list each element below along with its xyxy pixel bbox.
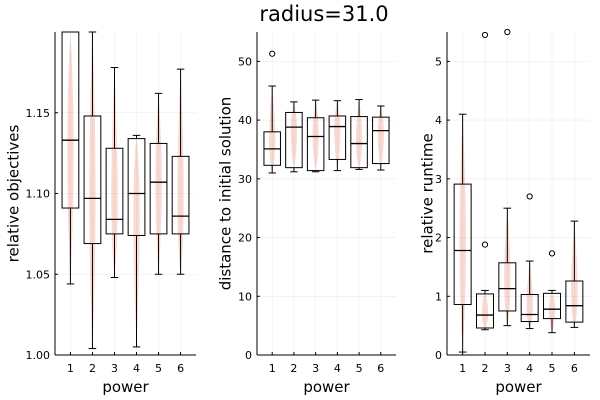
outlier-point xyxy=(481,241,489,248)
box-2 xyxy=(475,293,494,329)
violin-4 xyxy=(334,100,341,171)
y-tick-label: 1.10 xyxy=(26,188,51,201)
y-tick-label: 0 xyxy=(245,349,252,362)
outlier-point xyxy=(269,50,276,57)
y-tick-label: 50 xyxy=(238,55,252,68)
y-tick-label: 40 xyxy=(238,114,252,127)
x-tick-label: 5 xyxy=(356,362,363,375)
y-axis-label: relative objectives xyxy=(5,124,23,262)
panel-1: 1.00 1.05 1.10 1.15 1 2 3 4 5 6 power relative obje… xyxy=(5,31,196,396)
box-2 xyxy=(285,111,303,169)
y-tick-label: 10 xyxy=(238,290,252,303)
y-tick-label: 1.05 xyxy=(26,268,51,281)
y-tick-label: 3 xyxy=(435,173,442,186)
violin-5 xyxy=(155,93,162,275)
x-tick-label: 1 xyxy=(459,362,466,375)
box-5 xyxy=(543,292,562,320)
x-tick-label: 6 xyxy=(377,362,384,375)
violin-2 xyxy=(89,32,96,349)
violin-2 xyxy=(481,290,489,330)
y-tick-label: 2 xyxy=(435,232,442,245)
violin-3 xyxy=(504,208,511,326)
box-2 xyxy=(83,115,102,245)
box-3 xyxy=(306,117,325,172)
box-1 xyxy=(453,183,472,305)
x-tick-label: 2 xyxy=(89,362,96,375)
box-5 xyxy=(149,142,168,235)
box-6 xyxy=(565,280,584,323)
x-tick-label: 4 xyxy=(526,362,533,375)
chart-title: radius=31.0 xyxy=(259,2,388,26)
outlier-point xyxy=(504,28,511,36)
violin-6 xyxy=(377,105,384,171)
violin-3 xyxy=(111,67,118,278)
x-tick-label: 2 xyxy=(481,362,488,375)
y-axis-label: relative runtime xyxy=(419,133,437,253)
y-tick-label: 1 xyxy=(435,290,442,303)
x-tick-label: 6 xyxy=(571,362,578,375)
box-6 xyxy=(372,116,390,165)
x-tick-label: 3 xyxy=(312,362,319,375)
outlier-point xyxy=(526,193,533,200)
y-tick-label: 0 xyxy=(435,349,442,362)
box-1 xyxy=(61,31,80,209)
box-3 xyxy=(105,147,124,235)
y-tick-label: 20 xyxy=(238,232,252,245)
x-tick-label: 3 xyxy=(504,362,511,375)
panels: 1.00 1.05 1.10 1.15 1 2 3 4 5 6 power relative obje… xyxy=(5,28,590,396)
x-tick-label: 4 xyxy=(334,362,341,375)
x-tick-label: 1 xyxy=(269,362,276,375)
violin-1 xyxy=(67,32,74,284)
x-tick-label: 5 xyxy=(155,362,162,375)
y-tick-label: 1.15 xyxy=(26,107,51,120)
outlier-point xyxy=(481,31,489,39)
x-tick-label: 4 xyxy=(133,362,140,375)
y-tick-label: 4 xyxy=(435,114,442,127)
panel-2: 0 10 20 30 40 50 1 2 3 4 5 6 power distance to initia… xyxy=(217,32,396,396)
x-axis-label: power xyxy=(495,378,542,396)
panel-3: 0 1 2 3 4 5 1 2 3 4 5 6 power relative runtime xyxy=(419,28,590,396)
box-5 xyxy=(350,116,368,169)
x-tick-label: 5 xyxy=(549,362,556,375)
y-tick-label: 30 xyxy=(238,173,252,186)
x-tick-label: 2 xyxy=(290,362,297,375)
box-4 xyxy=(520,294,539,323)
y-tick-label: 1.00 xyxy=(26,349,51,362)
y-axis-label: distance to initial solution xyxy=(217,97,235,291)
violin-6 xyxy=(177,69,184,275)
violin-2 xyxy=(290,101,298,172)
x-tick-label: 1 xyxy=(67,362,74,375)
x-axis-label: power xyxy=(303,378,350,396)
violin-1 xyxy=(459,114,466,353)
box-4 xyxy=(127,138,146,236)
x-tick-label: 6 xyxy=(177,362,184,375)
box-6 xyxy=(171,155,190,235)
box-4 xyxy=(328,115,347,160)
x-axis-label: power xyxy=(102,378,149,396)
outlier-point xyxy=(548,250,556,257)
box-3 xyxy=(498,262,517,312)
violin-5 xyxy=(548,290,556,333)
x-tick-label: 3 xyxy=(111,362,118,375)
y-tick-label: 5 xyxy=(435,55,442,68)
